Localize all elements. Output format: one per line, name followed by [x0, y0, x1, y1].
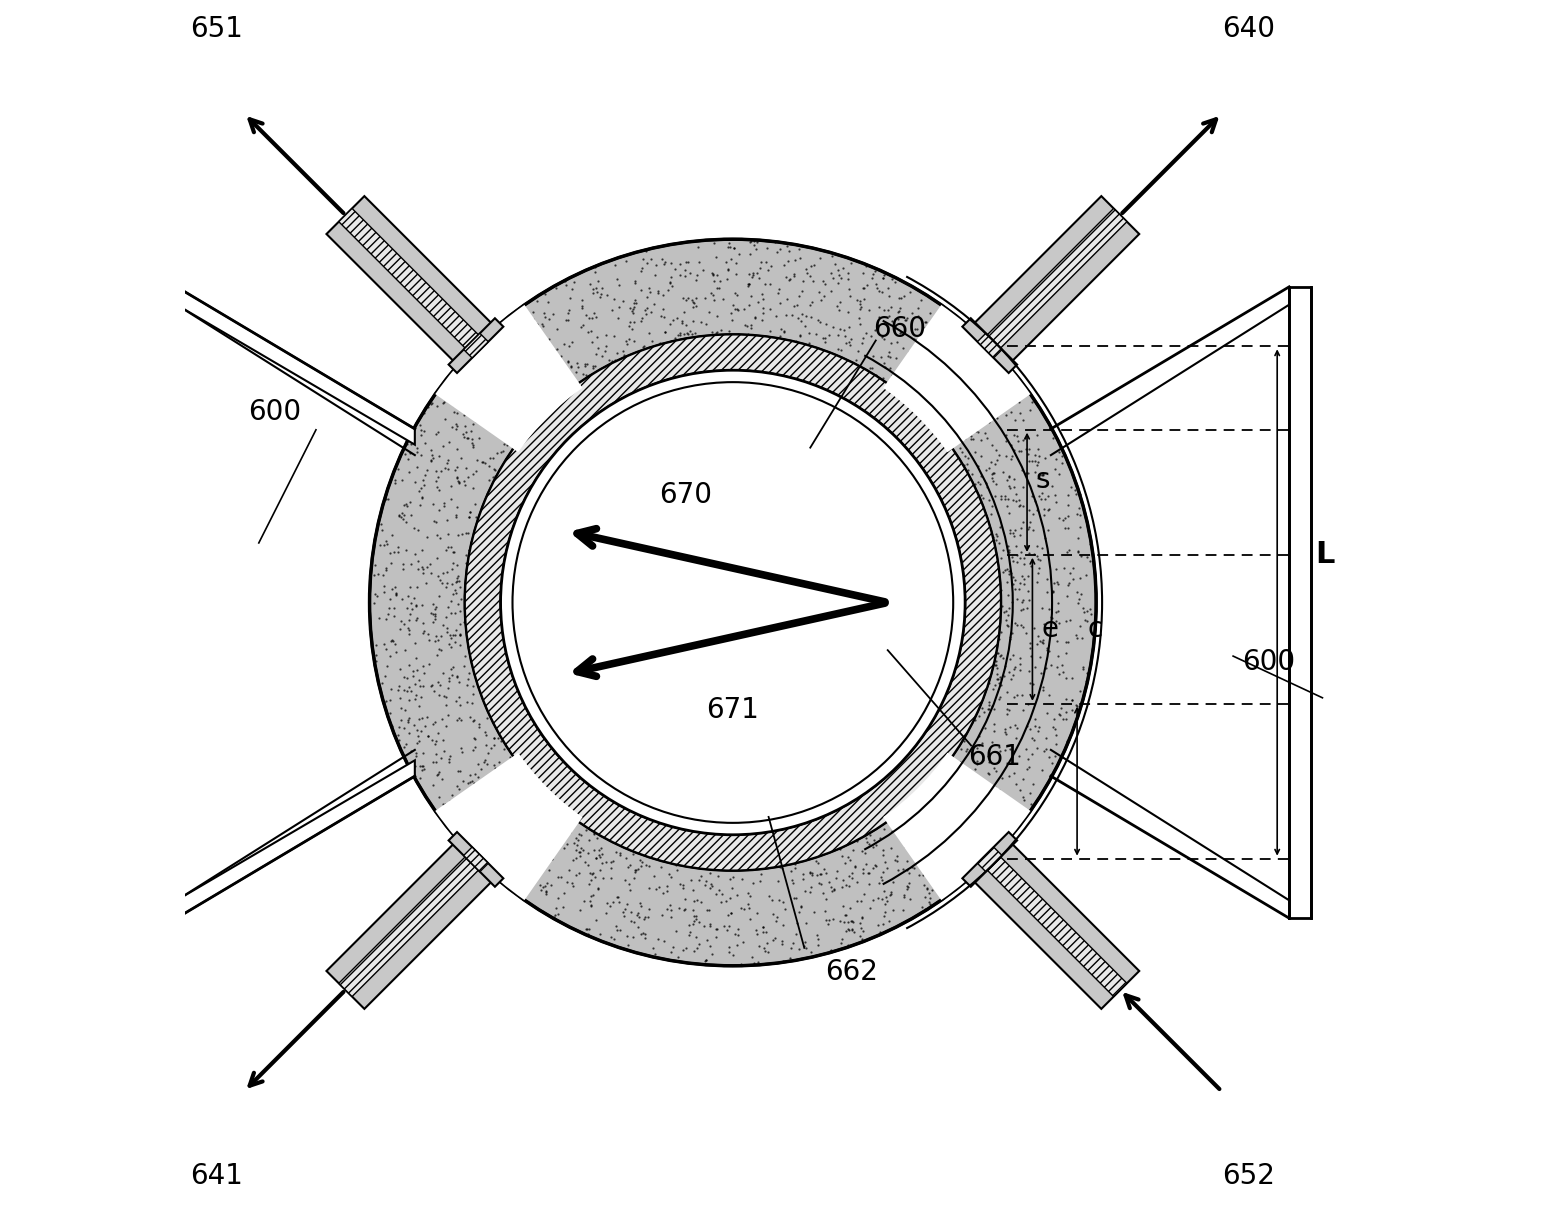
Polygon shape — [339, 208, 482, 352]
Polygon shape — [176, 287, 415, 445]
Text: 661: 661 — [968, 743, 1021, 771]
Polygon shape — [339, 853, 482, 997]
Text: 600: 600 — [1243, 648, 1296, 676]
Text: e: e — [1041, 616, 1058, 643]
Wedge shape — [884, 305, 1030, 452]
Polygon shape — [971, 196, 1140, 365]
Wedge shape — [436, 305, 582, 452]
Text: L: L — [1316, 540, 1335, 569]
Text: 671: 671 — [707, 695, 759, 724]
Text: 641: 641 — [190, 1162, 244, 1189]
Polygon shape — [464, 334, 489, 358]
Polygon shape — [326, 840, 495, 1009]
Polygon shape — [464, 847, 489, 871]
Polygon shape — [448, 318, 503, 374]
Text: 600: 600 — [248, 398, 301, 425]
Wedge shape — [884, 753, 1030, 900]
Text: 670: 670 — [659, 481, 712, 510]
Polygon shape — [448, 831, 503, 887]
Text: c: c — [1088, 616, 1102, 643]
Polygon shape — [963, 318, 1018, 374]
Text: 662: 662 — [826, 958, 879, 986]
Text: 651: 651 — [190, 16, 244, 43]
Polygon shape — [176, 760, 415, 918]
Polygon shape — [155, 287, 176, 918]
Polygon shape — [977, 334, 1002, 358]
Polygon shape — [326, 196, 495, 365]
Text: 660: 660 — [873, 315, 926, 342]
Wedge shape — [370, 240, 1096, 965]
Polygon shape — [983, 853, 1127, 997]
Wedge shape — [436, 753, 582, 900]
Polygon shape — [971, 840, 1140, 1009]
Text: 652: 652 — [1222, 1162, 1275, 1189]
Polygon shape — [983, 208, 1127, 352]
Text: s: s — [1035, 466, 1051, 494]
Circle shape — [501, 370, 965, 835]
Wedge shape — [465, 335, 1001, 870]
Text: 640: 640 — [1222, 16, 1275, 43]
Polygon shape — [1289, 287, 1311, 918]
Polygon shape — [963, 831, 1018, 887]
Polygon shape — [977, 847, 1002, 871]
